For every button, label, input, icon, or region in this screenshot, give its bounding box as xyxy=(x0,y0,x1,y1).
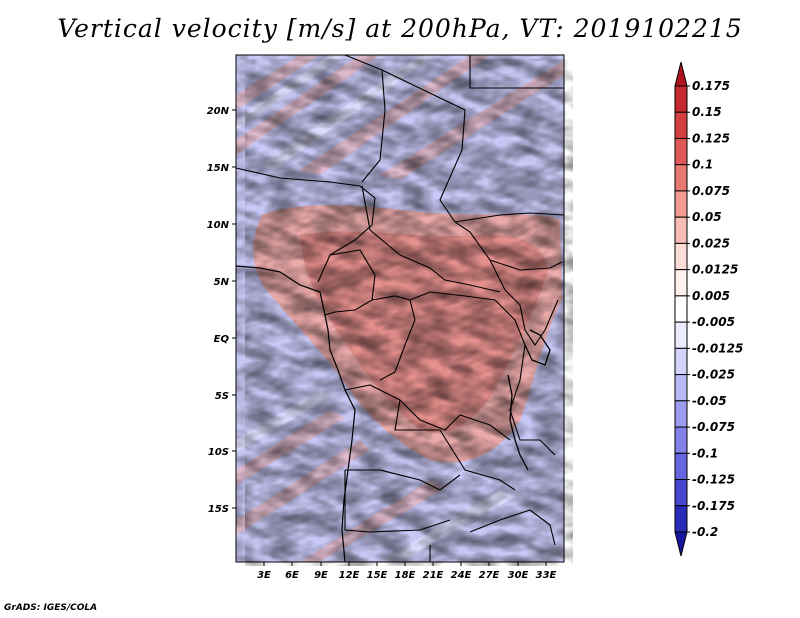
colorbar-swatch xyxy=(674,137,688,166)
lon-label: 18E xyxy=(395,570,416,581)
lat-label: 5S xyxy=(215,391,229,402)
lat-label: 10S xyxy=(208,447,229,458)
grads-credit: GrADS: IGES/COLA xyxy=(4,603,98,613)
lat-label: 20N xyxy=(207,106,230,117)
colorbar-label: 0.075 xyxy=(692,184,730,198)
lat-tick: EQ xyxy=(214,334,236,345)
lon-label: 12E xyxy=(339,570,360,581)
colorbar-label: 0.05 xyxy=(692,210,722,224)
lon-label: 6E xyxy=(285,570,299,581)
lon-tick: 3E xyxy=(257,562,271,581)
lon-tick: 33E xyxy=(536,562,557,581)
chart-title: Vertical velocity [m/s] at 200hPa, VT: 2… xyxy=(57,14,743,43)
lon-tick: 21E xyxy=(423,562,444,581)
lon-tick: 12E xyxy=(339,562,360,581)
colorbar-swatch xyxy=(674,242,688,271)
lat-label: 15S xyxy=(208,504,229,515)
colorbar-label: 0.0125 xyxy=(692,263,738,277)
colorbar-swatch xyxy=(674,479,688,507)
lon-tick: 27E xyxy=(479,562,500,581)
lon-label: 9E xyxy=(314,570,328,581)
lon-tick: 30E xyxy=(508,562,529,581)
lon-label: 3E xyxy=(257,570,271,581)
colorbar-swatch xyxy=(674,269,688,297)
colorbar: 0.175 0.15 0.125 0.1 0.075 0.05 0.025 0.0125 0.0… xyxy=(674,61,743,557)
country-borders xyxy=(235,54,565,562)
colorbar-top-arrow xyxy=(674,61,688,87)
colorbar-bottom-arrow xyxy=(674,531,688,557)
colorbar-label: -0.05 xyxy=(692,394,727,408)
colorbar-swatch xyxy=(674,216,688,244)
colorbar-label: -0.075 xyxy=(692,420,735,434)
colorbar-swatch xyxy=(674,85,688,113)
lat-label: 10N xyxy=(207,220,230,231)
lat-tick: 15S xyxy=(208,504,236,515)
map-frame xyxy=(235,54,565,563)
colorbar-swatch xyxy=(674,111,688,139)
colorbar-swatch xyxy=(674,190,688,218)
colorbar-label: 0.175 xyxy=(692,79,730,93)
lon-label: 24E xyxy=(451,570,472,581)
colorbar-swatch xyxy=(674,374,688,402)
colorbar-label: 0.15 xyxy=(692,105,722,119)
colorbar-swatch xyxy=(674,321,688,349)
map-panel xyxy=(235,54,573,566)
colorbar-label: 0.025 xyxy=(692,236,730,250)
lat-label: EQ xyxy=(214,334,230,345)
lat-tick: 10N xyxy=(207,220,236,231)
colorbar-swatch xyxy=(674,505,688,533)
lat-tick: 5S xyxy=(215,391,236,402)
colorbar-label: 0.005 xyxy=(692,289,730,303)
lon-label: 33E xyxy=(536,570,557,581)
colorbar-label: -0.0125 xyxy=(692,341,743,355)
lon-tick: 24E xyxy=(451,562,472,581)
colorbar-swatch xyxy=(674,164,688,192)
lon-label: 27E xyxy=(479,570,500,581)
lon-label: 30E xyxy=(508,570,529,581)
colorbar-swatch xyxy=(674,400,688,428)
colorbar-swatch xyxy=(674,426,688,454)
lon-tick: 9E xyxy=(314,562,328,581)
lat-label: 15N xyxy=(207,163,230,174)
lat-tick: 10S xyxy=(208,447,236,458)
colorbar-label: -0.2 xyxy=(692,525,718,539)
colorbar-swatch xyxy=(674,452,688,481)
colorbar-label: -0.175 xyxy=(692,499,735,513)
lon-tick: 15E xyxy=(367,562,388,581)
lon-tick: 6E xyxy=(285,562,299,581)
lon-axis: 3E 6E 9E 12E 15E 18E 21E 24E 27E 30E 33E xyxy=(257,562,557,581)
colorbar-label: -0.125 xyxy=(692,473,735,487)
lon-label: 15E xyxy=(367,570,388,581)
colorbar-swatch xyxy=(674,295,688,323)
lon-label: 21E xyxy=(423,570,444,581)
lat-label: 5N xyxy=(214,277,230,288)
lat-tick: 20N xyxy=(207,106,236,117)
lon-tick: 18E xyxy=(395,562,416,581)
colorbar-label: -0.1 xyxy=(692,446,718,460)
lake-outline xyxy=(507,329,551,471)
colorbar-swatch xyxy=(674,347,688,376)
colorbar-label: -0.005 xyxy=(692,315,735,329)
lat-tick: 15N xyxy=(207,163,236,174)
colorbar-label: 0.125 xyxy=(692,131,730,145)
colorbar-label: -0.025 xyxy=(692,368,735,382)
colorbar-label: 0.1 xyxy=(692,158,713,172)
lat-tick: 5N xyxy=(214,277,236,288)
lat-axis: 20N 15N 10N 5N EQ 5S 10S 15S xyxy=(207,106,236,515)
coastline xyxy=(235,265,356,563)
field-texture-white xyxy=(245,59,573,566)
